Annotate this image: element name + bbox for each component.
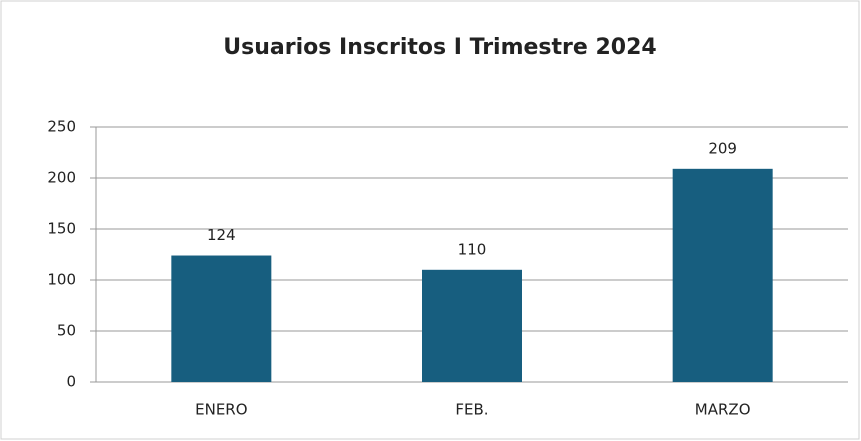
y-tick-label: 100 [47,271,76,289]
bar [422,269,522,382]
bar [171,255,272,382]
y-tick-label: 250 [47,118,76,136]
x-tick-label: ENERO [195,401,247,419]
data-label: 110 [458,240,487,258]
chart-title: Usuarios Inscritos I Trimestre 2024 [223,35,656,60]
x-tick-label: FEB. [455,401,488,419]
bar [672,168,773,382]
x-tick-label: MARZO [695,401,751,419]
y-tick-label: 200 [47,169,76,187]
y-tick-label: 150 [47,220,76,238]
y-tick-label: 0 [66,373,76,391]
y-tick-label: 50 [57,322,76,340]
data-label: 209 [708,139,737,157]
data-label: 124 [207,226,236,244]
